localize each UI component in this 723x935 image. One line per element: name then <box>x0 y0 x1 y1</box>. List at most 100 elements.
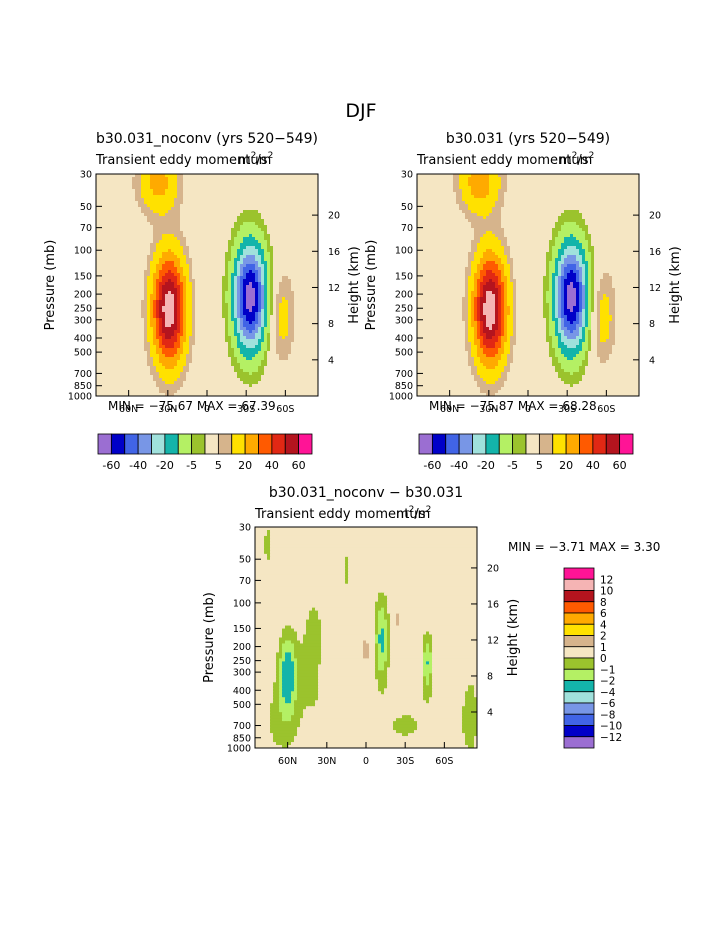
field-cell <box>144 363 148 367</box>
field-cell <box>120 201 124 205</box>
field-cell <box>159 297 163 301</box>
field-cell <box>291 348 295 352</box>
field-cell <box>111 207 115 211</box>
field-cell <box>315 243 318 247</box>
field-cell <box>213 294 217 298</box>
field-cell <box>222 324 226 328</box>
field-cell <box>153 276 157 280</box>
field-cell <box>249 372 253 376</box>
field-cell <box>171 204 175 208</box>
field-cell <box>237 264 241 268</box>
field-cell <box>297 231 301 235</box>
field-cell <box>243 219 247 223</box>
field-cell <box>255 309 259 313</box>
field-cell <box>141 192 145 196</box>
field-cell <box>135 306 139 310</box>
field-cell <box>228 351 232 355</box>
field-cell <box>297 285 301 289</box>
field-cell <box>237 354 241 358</box>
field-cell <box>282 255 286 259</box>
field-cell <box>294 303 298 307</box>
field-cell <box>159 189 163 193</box>
field-cell <box>114 225 118 229</box>
field-cell <box>186 183 190 187</box>
field-cell <box>234 273 238 277</box>
field-cell <box>99 216 103 220</box>
field-cell <box>96 291 100 295</box>
field-cell <box>111 228 115 232</box>
field-cell <box>261 297 265 301</box>
field-cell <box>228 258 232 262</box>
field-cell <box>297 303 301 307</box>
field-cell <box>135 309 139 313</box>
field-cell <box>129 258 133 262</box>
field-cell <box>303 234 307 238</box>
field-cell <box>174 318 178 322</box>
field-cell <box>132 189 136 193</box>
field-cell <box>240 369 244 373</box>
field-cell <box>105 198 109 202</box>
field-cell <box>96 366 100 370</box>
field-cell <box>261 309 265 313</box>
field-cell <box>129 357 133 361</box>
field-cell <box>216 273 220 277</box>
field-cell <box>207 342 211 346</box>
field-cell <box>138 219 142 223</box>
field-cell <box>294 237 298 241</box>
field-cell <box>252 228 256 232</box>
field-cell <box>312 279 316 283</box>
field-cell <box>174 339 178 343</box>
field-cell <box>192 252 196 256</box>
field-cell <box>126 189 130 193</box>
field-cell <box>246 186 250 190</box>
field-cell <box>309 237 313 241</box>
field-cell <box>258 213 262 217</box>
field-cell <box>294 306 298 310</box>
field-cell <box>174 375 178 379</box>
field-cell <box>300 315 304 319</box>
field-cell <box>243 228 247 232</box>
field-cell <box>285 189 289 193</box>
field-cell <box>309 348 313 352</box>
field-cell <box>192 336 196 340</box>
field-cell <box>150 246 154 250</box>
field-cell <box>105 306 109 310</box>
field-cell <box>294 192 298 196</box>
field-cell <box>186 213 190 217</box>
field-cell <box>315 216 318 220</box>
field-cell <box>219 279 223 283</box>
field-cell <box>174 297 178 301</box>
field-cell <box>312 336 316 340</box>
field-cell <box>192 321 196 325</box>
field-cell <box>102 273 106 277</box>
field-cell <box>189 357 193 361</box>
field-cell <box>213 279 217 283</box>
field-cell <box>123 303 127 307</box>
field-cell <box>186 300 190 304</box>
field-cell <box>120 279 124 283</box>
field-cell <box>111 309 115 313</box>
field-cell <box>291 273 295 277</box>
field-cell <box>138 249 142 253</box>
field-cell <box>99 261 103 265</box>
field-cell <box>315 276 318 280</box>
field-cell <box>180 252 184 256</box>
field-cell <box>264 285 268 289</box>
field-cell <box>168 288 172 292</box>
field-cell <box>231 291 235 295</box>
field-cell <box>105 186 109 190</box>
field-cell <box>111 375 115 379</box>
field-cell <box>261 264 265 268</box>
field-cell <box>255 261 259 265</box>
field-cell <box>171 363 175 367</box>
field-cell <box>258 258 262 262</box>
field-cell <box>171 195 175 199</box>
field-cell <box>135 189 139 193</box>
field-cell <box>213 252 217 256</box>
field-cell <box>309 189 313 193</box>
field-cell <box>129 174 133 178</box>
field-cell <box>279 285 283 289</box>
field-cell <box>258 366 262 370</box>
field-cell <box>189 183 193 187</box>
field-cell <box>141 294 145 298</box>
